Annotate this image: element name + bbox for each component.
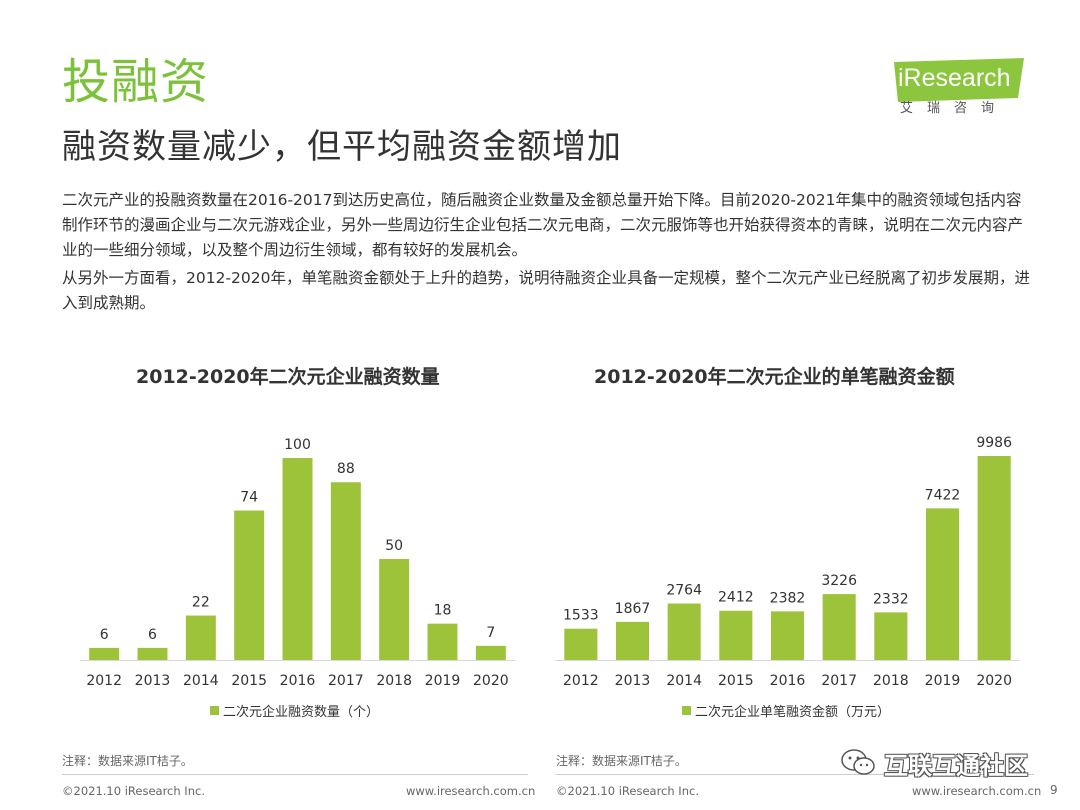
bar-2014: [667, 603, 701, 660]
bar-2013: [137, 647, 168, 660]
logo-subtitle: 艾瑞咨询: [900, 101, 1009, 116]
data-label-2019: 7422: [925, 487, 961, 503]
data-label-2020: 7: [486, 625, 495, 641]
data-label-2016: 2382: [770, 590, 806, 606]
data-label-2020: 9986: [976, 435, 1012, 451]
body-paragraph-2: 从另外一方面看，2012-2020年，单笔融资金额处于上升的趋势，说明待融资企业…: [62, 269, 1030, 312]
footer-divider-left: [62, 774, 528, 775]
source-note-right: 注释：数据来源IT桔子。: [556, 754, 687, 768]
bar-2018: [379, 559, 410, 660]
data-label-2019: 18: [434, 603, 452, 619]
legend-swatch: [682, 706, 691, 715]
wechat-icon: [841, 749, 875, 775]
watermark: 互联互通社区: [840, 748, 1028, 780]
tick-label-2020: 2020: [976, 673, 1012, 689]
chart-2-title: 2012-2020年二次元企业的单笔融资金额: [594, 366, 955, 388]
data-label-2015: 2412: [718, 590, 754, 606]
bar-2013: [615, 621, 650, 660]
tick-label-2019: 2019: [925, 673, 961, 689]
footer-copyright-left: ©2021.10 iResearch Inc.: [62, 784, 205, 798]
tick-label-2013: 2013: [615, 673, 651, 689]
bar-2020: [977, 456, 1011, 660]
footer-url-right[interactable]: www.iresearch.com.cn: [912, 784, 1042, 798]
page-subtitle: 融资数量减少，但平均融资金额增加: [62, 127, 622, 167]
data-label-2018: 50: [385, 538, 403, 554]
footer-url-left[interactable]: www.iresearch.com.cn: [406, 784, 536, 798]
bar-2019: [925, 508, 960, 660]
bar-2018: [874, 612, 908, 660]
data-label-2014: 22: [192, 595, 210, 611]
legend-swatch: [210, 706, 219, 715]
chart-1-title: 2012-2020年二次元企业融资数量: [136, 366, 440, 388]
watermark-text: 互联互通社区: [884, 751, 1028, 780]
tick-label-2013: 2013: [135, 673, 171, 689]
logo-text: iResearch: [898, 64, 1011, 92]
bar-2016: [770, 611, 805, 660]
tick-label-2018: 2018: [873, 673, 909, 689]
logo-shape: [894, 58, 1024, 102]
tick-label-2018: 2018: [376, 673, 412, 689]
page-number: 9: [1050, 783, 1058, 797]
tick-label-2015: 2015: [231, 673, 267, 689]
iresearch-logo: iResearch 艾瑞咨询: [894, 58, 1030, 122]
tick-label-2012: 2012: [86, 673, 122, 689]
legend-label: 二次元企业单笔融资金额（万元）: [695, 704, 890, 720]
bar-2017: [330, 482, 361, 660]
tick-label-2014: 2014: [183, 673, 219, 689]
tick-label-2020: 2020: [473, 673, 509, 689]
tick-label-2015: 2015: [718, 673, 754, 689]
bar-2012: [89, 647, 120, 660]
data-label-2012: 6: [100, 627, 109, 643]
data-label-2016: 100: [284, 437, 311, 453]
legend-label: 二次元企业融资数量（个）: [223, 704, 379, 720]
tick-label-2012: 2012: [563, 673, 599, 689]
body-paragraph-1: 二次元产业的投融资数量在2016-2017到达历史高位，随后融资企业数量及金额总…: [62, 191, 1024, 259]
data-label-2013: 6: [148, 627, 157, 643]
bar-2015: [234, 510, 265, 660]
source-note-left: 注释：数据来源IT桔子。: [62, 754, 193, 768]
data-label-2012: 1533: [563, 608, 599, 624]
tick-label-2016: 2016: [280, 673, 316, 689]
data-label-2017: 88: [337, 461, 355, 477]
bar-2019: [427, 623, 458, 660]
data-label-2013: 1867: [615, 601, 651, 617]
bar-2017: [822, 594, 856, 660]
bar-2015: [719, 610, 753, 660]
chart-1-financing-count: 6 2012 6 2013 22 2014 74 2015 100 2016 88 2017 50 201…: [80, 437, 515, 720]
legend: 二次元企业单笔融资金额（万元）: [682, 704, 890, 720]
data-label-2014: 2764: [666, 583, 702, 599]
data-label-2017: 3226: [821, 573, 857, 589]
footer-copyright-right: ©2021.10 iResearch Inc.: [556, 784, 699, 798]
bar-2014: [185, 615, 216, 660]
bar-2012: [564, 628, 598, 660]
bar-2020: [475, 645, 506, 660]
data-label-2018: 2332: [873, 591, 909, 607]
footer-divider-right: [556, 774, 1034, 775]
tick-label-2016: 2016: [770, 673, 806, 689]
legend: 二次元企业融资数量（个）: [210, 704, 379, 720]
bar-2016: [282, 458, 313, 660]
data-label-2015: 74: [240, 490, 258, 506]
page-title: 投融资: [62, 54, 210, 110]
tick-label-2019: 2019: [425, 673, 461, 689]
tick-label-2014: 2014: [666, 673, 702, 689]
chart-2-avg-financing-amount: 1533 2012 1867 2013 2764 2014 2412 2015 2382 2016…: [555, 435, 1020, 720]
tick-label-2017: 2017: [821, 673, 857, 689]
tick-label-2017: 2017: [328, 673, 364, 689]
